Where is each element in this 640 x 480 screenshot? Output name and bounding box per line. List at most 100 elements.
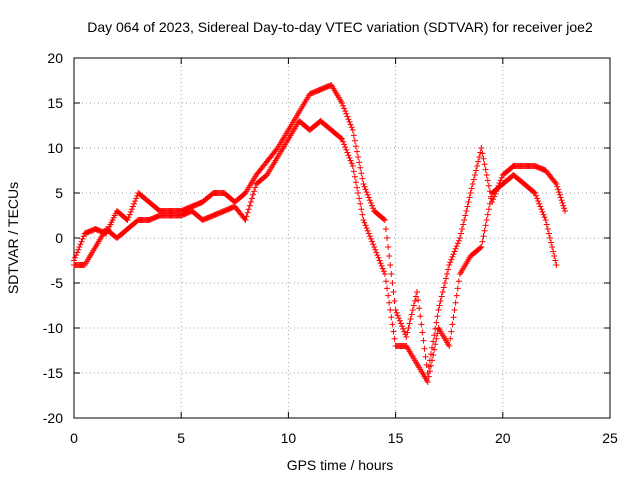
x-tick-label: 15 [388, 430, 404, 446]
data-point [480, 233, 487, 240]
data-point [550, 248, 557, 255]
data-point [429, 357, 436, 364]
data-point [452, 299, 459, 306]
chart-title: Day 064 of 2023, Sidereal Day-to-day VTE… [87, 19, 593, 35]
data-point [481, 161, 488, 168]
y-tick-label: 20 [47, 50, 63, 66]
data-point [342, 144, 349, 151]
data-point [361, 219, 368, 226]
data-point [349, 127, 356, 133]
data-point [365, 230, 372, 237]
data-point [462, 212, 469, 219]
data-point [407, 316, 414, 322]
data-point [341, 105, 348, 112]
data-point [531, 190, 538, 196]
data-point [349, 163, 356, 169]
data-point [384, 285, 391, 292]
data-point [392, 307, 399, 313]
data-point [273, 146, 280, 153]
x-tick-label: 25 [602, 430, 618, 446]
data-point [359, 211, 366, 218]
data-point [77, 241, 84, 248]
data-point [561, 205, 568, 212]
data-point [454, 285, 461, 292]
data-point [364, 191, 371, 198]
data-point [351, 137, 358, 144]
data-point [408, 311, 415, 318]
data-point [341, 141, 348, 148]
data-point [484, 211, 491, 218]
data-point [390, 289, 397, 295]
data-point [444, 271, 451, 277]
data-point [401, 328, 408, 335]
data-point [394, 312, 401, 319]
data-point [375, 254, 382, 261]
data-point [535, 198, 542, 205]
data-point [406, 320, 413, 327]
data-point [426, 368, 433, 375]
data-point [388, 271, 395, 277]
data-point [482, 222, 489, 229]
data-point [559, 199, 566, 206]
data-point [420, 337, 427, 344]
data-point [389, 321, 396, 328]
data-point [352, 179, 359, 186]
data-point [479, 150, 486, 157]
data-point [362, 222, 369, 229]
data-point [554, 183, 561, 190]
data-point [540, 211, 547, 218]
data-point [386, 299, 393, 306]
data-point [343, 146, 350, 153]
data-point [350, 168, 357, 175]
data-point [545, 230, 552, 237]
data-point [364, 227, 371, 234]
data-point [414, 289, 421, 295]
data-point [445, 266, 452, 273]
data-point [480, 155, 487, 162]
data-point [131, 200, 138, 207]
data-point [340, 102, 347, 109]
data-point [354, 148, 361, 155]
data-point [252, 184, 259, 191]
data-point [367, 199, 374, 206]
data-point [542, 217, 549, 223]
data-point [381, 271, 388, 277]
data-point [251, 188, 258, 195]
data-point [447, 335, 454, 342]
data-point [358, 206, 365, 213]
data-point [399, 323, 406, 330]
data-point [435, 307, 442, 313]
data-point [348, 160, 355, 167]
data-point [377, 260, 384, 267]
data-point [537, 203, 544, 210]
data-point [342, 108, 349, 115]
data-point [346, 118, 353, 125]
data-point [355, 154, 362, 160]
data-point [129, 203, 136, 210]
data-point [127, 208, 134, 215]
data-point [369, 238, 376, 245]
data-point [427, 362, 434, 369]
data-point [412, 293, 419, 300]
data-point [440, 284, 447, 291]
data-point [73, 252, 80, 259]
data-point [400, 325, 407, 332]
data-point [449, 321, 456, 328]
data-point [464, 203, 471, 210]
data-point [439, 289, 446, 295]
data-point [369, 202, 376, 209]
data-point [422, 353, 429, 360]
data-point [455, 278, 462, 285]
data-point [556, 191, 563, 198]
data-point [360, 217, 367, 223]
data-point [245, 206, 252, 213]
data-point [461, 217, 468, 223]
data-point [356, 195, 363, 202]
data-point [468, 185, 475, 192]
data-point [128, 206, 135, 213]
data-point [339, 136, 345, 142]
data-point [548, 239, 555, 246]
data-point [425, 373, 432, 380]
data-point [133, 195, 140, 202]
data-point [555, 189, 562, 196]
